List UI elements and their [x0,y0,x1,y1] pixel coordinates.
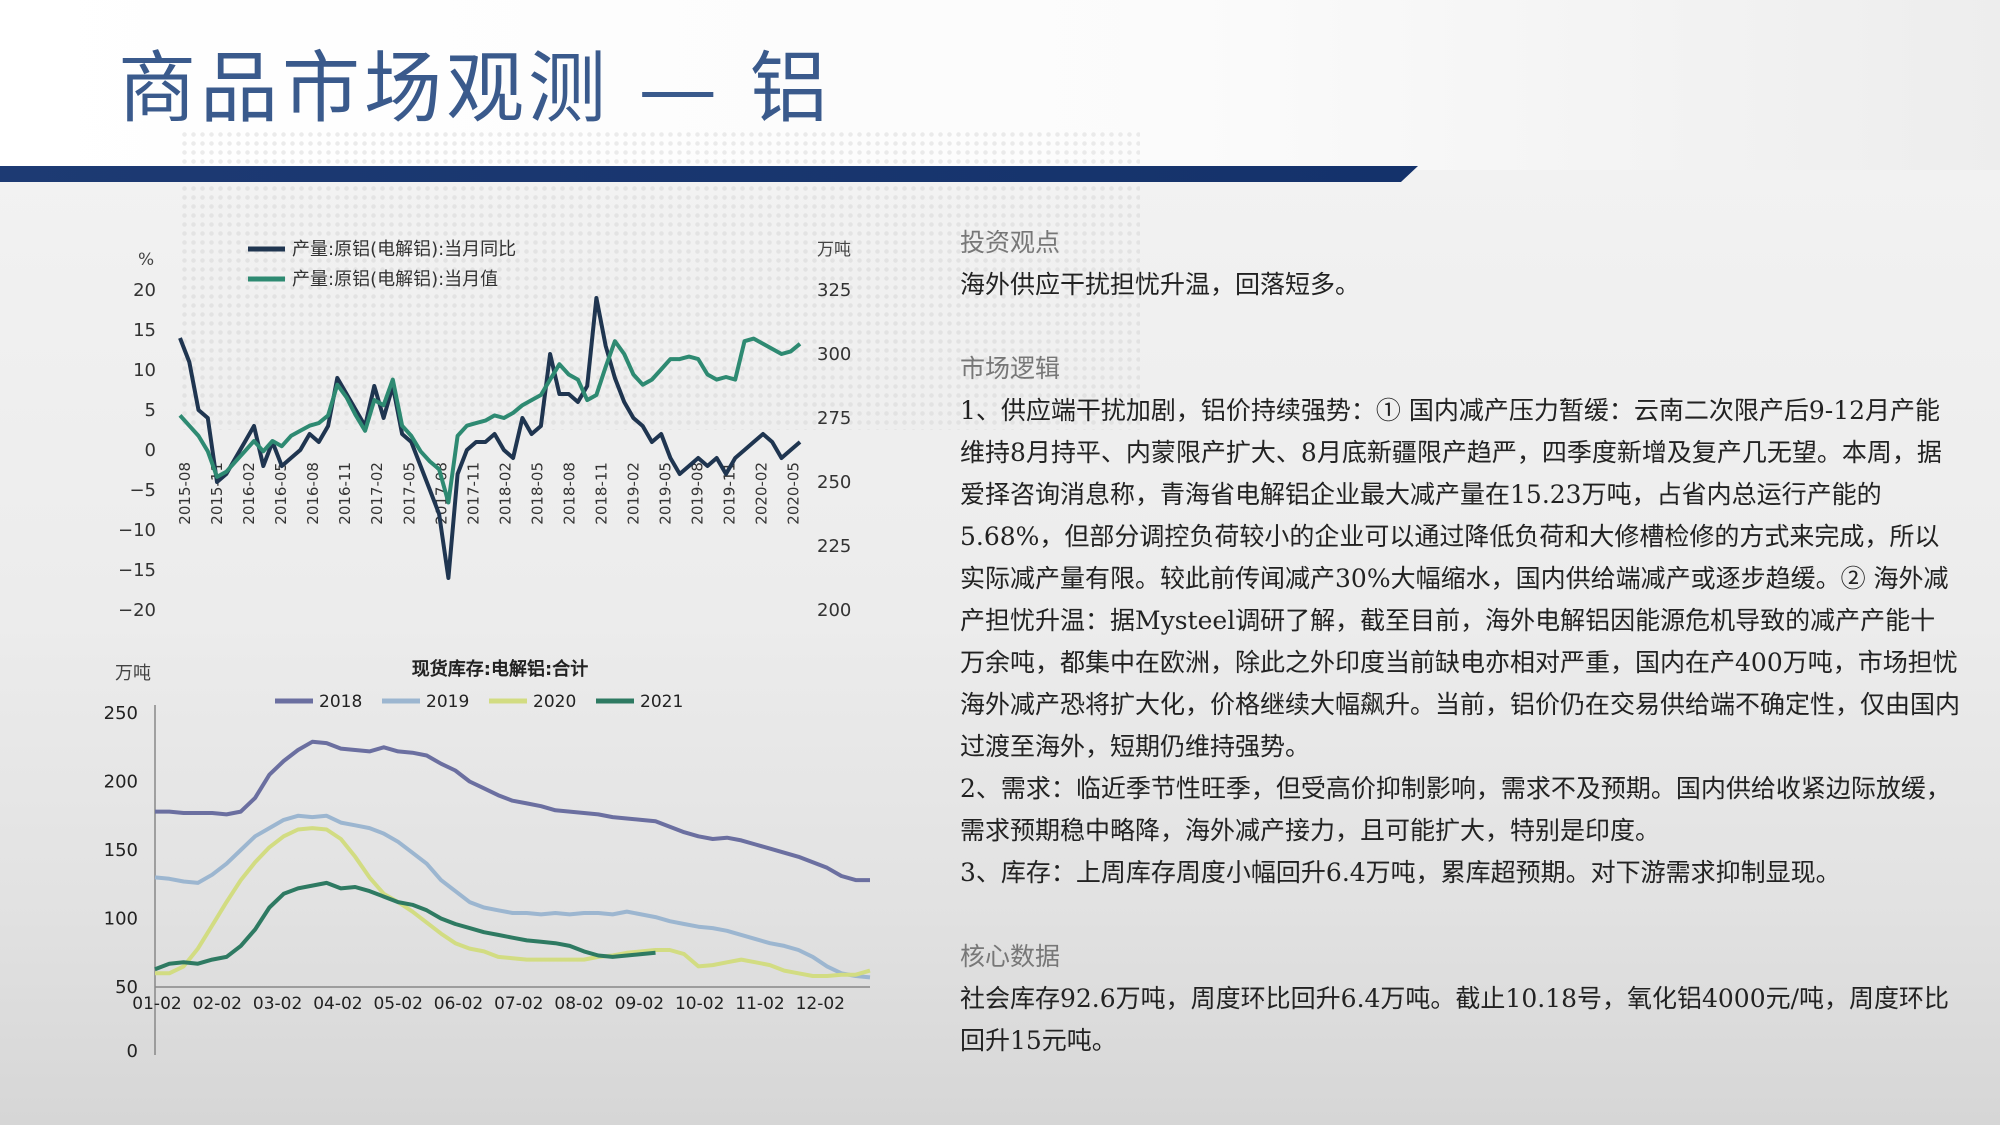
series-line-2 [178,336,802,505]
series-line-2019 [154,813,871,980]
y-tick-label: 50 [115,977,138,998]
x-tick-label: 2018-02 [496,462,514,525]
x-tick-label: 09-02 [615,994,664,1014]
x-tick-label: 2016-08 [304,462,322,525]
x-tick-label: 2017-02 [368,462,386,525]
x-tick-label: 2019-11 [721,462,739,525]
left-tick-label: 0 [145,440,156,461]
series-line-2021 [154,880,656,972]
y-tick-label: 250 [104,703,138,724]
right-tick-label: 300 [817,344,851,365]
investment-view-title: 投资观点 [960,228,1061,257]
x-tick-label: 2015-08 [176,462,194,525]
core-data-title: 核心数据 [960,942,1061,971]
x-tick-label: 06-02 [434,994,483,1014]
legend-label-2: 产量:原铝(电解铝):当月值 [292,269,498,290]
x-tick-label: 07-02 [494,994,543,1014]
x-tick-label: 2018-11 [592,462,610,525]
x-tick-label: 2016-11 [336,462,354,525]
x-tick-label: 08-02 [554,994,603,1014]
x-tick-label: 2018-05 [528,462,546,525]
x-tick-label: 2017-05 [400,462,418,525]
analysis-panel: 投资观点 海外供应干扰担忧升温，回落短多。 市场逻辑 1、供应端干扰加剧，铝价持… [960,222,1960,1062]
x-tick-label: 10-02 [675,994,724,1014]
right-tick-label: 275 [817,408,851,429]
market-logic-demand: 2、需求：临近季节性旺季，但受高价抑制影响，需求不及预期。国内供给收紧边际放缓，… [960,774,1951,845]
x-tick-label: 2019-05 [657,462,675,525]
legend-label-2021: 2021 [640,692,683,712]
x-tick-label: 2020-02 [753,462,771,525]
header-band [0,0,2000,170]
y-axis-unit: 万吨 [115,663,151,684]
title-underline-bar [0,166,1418,182]
left-tick-label: −10 [120,520,156,541]
x-tick-label: 2020-05 [785,462,803,525]
left-tick-label: −5 [129,480,156,501]
x-tick-label: 2017-11 [464,462,482,525]
page-title: 商品市场观测 — 铝 [118,44,832,134]
y-tick-label: 0 [127,1041,138,1062]
legend-label-2020: 2020 [533,692,576,712]
left-tick-label: 5 [145,400,156,421]
x-tick-label: 04-02 [313,994,362,1014]
right-axis-unit: 万吨 [817,240,851,260]
x-tick-label: 05-02 [373,994,422,1014]
y-tick-label: 150 [104,840,138,861]
market-logic-title: 市场逻辑 [960,354,1061,383]
x-tick-label: 2016-02 [240,462,258,525]
x-tick-label: 2018-08 [560,462,578,525]
left-tick-label: −20 [120,600,156,621]
production-chart: % 万吨 20 15 10 5 0 −5 −10 −15 −20 325 300 275 250 225 200… [120,239,851,621]
x-tick-label: 2016-05 [272,462,290,525]
legend-label-1: 产量:原铝(电解铝):当月同比 [292,239,516,260]
right-tick-label: 325 [817,280,851,301]
x-tick-label: 01-02 [132,994,181,1014]
inventory-chart: 现货库存:电解铝:合计 万吨 250 200 150 100 50 0 01-02 02-02 03… [104,658,871,1062]
left-tick-label: 10 [133,360,156,381]
x-tick-label: 02-02 [193,994,242,1014]
legend-label-2018: 2018 [319,692,362,712]
series-line-2018 [155,739,870,883]
left-axis-unit: % [138,250,154,270]
x-tick-label: 12-02 [796,994,845,1014]
market-logic-supply: 1、供应端干扰加剧，铝价持续强势：① 国内减产压力暂缓：云南二次限产后9-12月… [960,396,1961,761]
series-line-1 [178,296,802,580]
investment-view-text: 海外供应干扰担忧升温，回落短多。 [960,270,1361,299]
series-line-2020 [155,826,871,978]
right-tick-label: 200 [817,600,851,621]
left-tick-label: −15 [120,560,156,581]
left-tick-label: 15 [133,320,156,341]
right-tick-label: 250 [817,472,851,493]
x-tick-label: 11-02 [735,994,784,1014]
legend-label-2019: 2019 [426,692,469,712]
market-logic-inventory: 3、库存：上周库存周度小幅回升6.4万吨，累库超预期。对下游需求抑制显现。 [960,858,1841,887]
y-tick-label: 100 [104,909,138,930]
x-tick-label: 03-02 [253,994,302,1014]
core-data-text: 社会库存92.6万吨，周度环比回升6.4万吨。截止10.18号，氧化铝4000元… [960,984,1950,1055]
x-tick-label: 2019-08 [689,462,707,525]
x-tick-label: 2019-02 [625,462,643,525]
left-tick-label: 20 [133,280,156,301]
y-tick-label: 200 [104,772,138,793]
right-tick-label: 225 [817,536,851,557]
chart-title: 现货库存:电解铝:合计 [412,658,588,680]
